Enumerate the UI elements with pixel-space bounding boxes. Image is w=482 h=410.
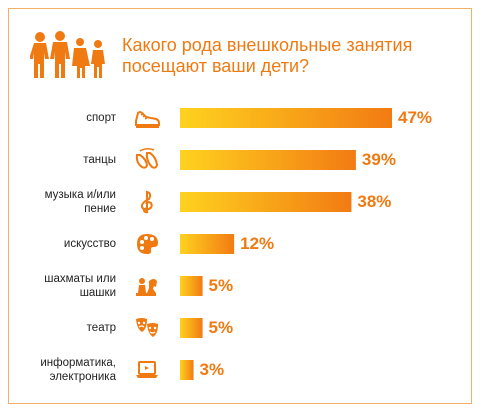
category-label: спорт: [8, 111, 116, 125]
theatre-masks-icon: [136, 318, 158, 337]
category-label: искусство: [8, 237, 116, 251]
category-label-line: спорт: [86, 112, 116, 124]
chess-pieces-icon: [136, 278, 157, 296]
chart-title: Какого рода внешкольные занятия посещают…: [122, 35, 452, 77]
value-label: 38%: [357, 192, 392, 211]
category-label-line: музыка и/или: [44, 189, 116, 201]
bar: [180, 318, 203, 338]
palette-icon: [137, 234, 158, 254]
category-label-line: пение: [84, 203, 116, 215]
bar: [180, 360, 194, 380]
family-icon: [30, 31, 105, 78]
value-label: 5%: [208, 318, 234, 337]
bar: [180, 276, 203, 296]
category-label: музыка и/или пение: [8, 188, 116, 216]
title-line-1: Какого рода внешкольные занятия: [122, 35, 413, 55]
category-label-line: театр: [86, 322, 116, 334]
treble-clef-icon: [140, 190, 153, 214]
bar: [180, 150, 356, 170]
value-label: 12%: [240, 234, 275, 253]
value-label: 47%: [398, 108, 433, 127]
laptop-icon: [136, 361, 158, 378]
category-label-line: шахматы или: [44, 273, 116, 285]
category-label-line: танцы: [83, 154, 116, 166]
category-label: шахматы или шашки: [8, 272, 116, 300]
bar: [180, 108, 392, 128]
bar: [180, 234, 235, 254]
sneaker-icon: [135, 111, 160, 128]
title-line-2: посещают ваши дети?: [122, 56, 310, 76]
value-label: 3%: [199, 360, 225, 379]
chart-frame: [8, 8, 472, 404]
category-label: танцы: [8, 153, 116, 167]
category-label: информатика, электроника: [8, 356, 116, 384]
value-label: 5%: [208, 276, 234, 295]
category-label-line: искусство: [63, 238, 116, 250]
ballet-shoes-icon: [135, 147, 159, 169]
category-label: театр: [8, 321, 116, 335]
value-label: 39%: [361, 150, 396, 169]
bar: [180, 192, 352, 212]
category-label-line: электроника: [49, 371, 116, 383]
category-label-line: информатика,: [40, 357, 116, 369]
category-label-line: шашки: [79, 287, 116, 299]
